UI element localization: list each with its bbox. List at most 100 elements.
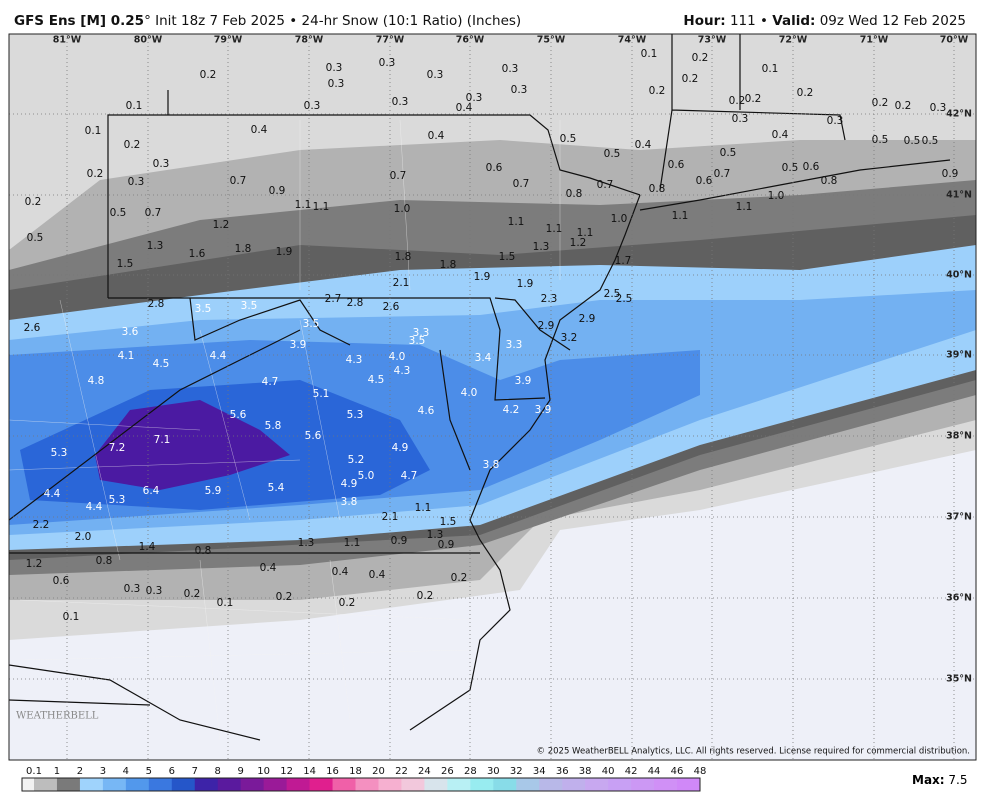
longitude-label: 75°W xyxy=(537,35,566,46)
colorbar-segment xyxy=(34,778,58,791)
snow-value: 0.5 xyxy=(782,162,799,174)
longitude-label: 74°W xyxy=(618,35,647,46)
header-right: Hour: 111 • Valid: 09z Wed 12 Feb 2025 xyxy=(683,13,966,29)
county-lines xyxy=(9,119,561,741)
snow-value: 3.8 xyxy=(341,496,358,508)
colorbar-tick-label: 34 xyxy=(533,766,546,777)
snow-value: 4.9 xyxy=(392,442,409,454)
snow-value: 1.1 xyxy=(313,201,330,213)
snow-value: 4.3 xyxy=(394,365,411,377)
snow-value: 0.5 xyxy=(110,207,127,219)
snow-value: 5.0 xyxy=(358,470,375,482)
snow-value: 4.7 xyxy=(262,376,279,388)
snow-value: 3.3 xyxy=(413,327,430,339)
snow-value: 0.3 xyxy=(326,62,343,74)
snow-value: 0.8 xyxy=(649,183,666,195)
snow-value: 0.3 xyxy=(427,69,444,81)
colorbar-segment xyxy=(493,778,517,791)
snow-value: 3.5 xyxy=(409,335,426,347)
snow-value: 0.1 xyxy=(85,125,102,137)
snow-value: 0.9 xyxy=(438,539,455,551)
longitude-label: 71°W xyxy=(860,35,889,46)
snow-value: 0.5 xyxy=(922,135,939,147)
snow-value: 4.4 xyxy=(44,488,61,500)
colorbar-tick-label: 28 xyxy=(464,766,477,777)
snow-value: 0.3 xyxy=(466,92,483,104)
snow-value: 0.7 xyxy=(145,207,162,219)
snow-value: 4.1 xyxy=(118,350,135,362)
colorbar-tick-label: 1 xyxy=(54,766,60,777)
latitude-label: 36°N xyxy=(946,593,972,604)
snow-value: 0.2 xyxy=(692,52,709,64)
longitude-label: 79°W xyxy=(214,35,243,46)
colorbar-segment xyxy=(263,778,288,791)
colorbar-segment xyxy=(424,778,448,791)
snow-value: 0.3 xyxy=(124,583,141,595)
colorbar-segment xyxy=(125,778,150,791)
colorbar-segment xyxy=(332,778,357,791)
snow-value: 0.5 xyxy=(720,147,737,159)
max-label: Max: xyxy=(912,773,945,787)
colorbar-tick-label: 40 xyxy=(602,766,615,777)
snow-value: 4.3 xyxy=(346,354,363,366)
snow-value: 0.2 xyxy=(200,69,217,81)
snow-value: 3.6 xyxy=(122,326,139,338)
snow-value: 5.2 xyxy=(348,454,365,466)
snow-value: 0.2 xyxy=(87,168,104,180)
snow-value: 0.2 xyxy=(797,87,814,99)
snow-value: 5.3 xyxy=(347,409,364,421)
colorbar-segment xyxy=(539,778,563,791)
snow-value: 4.5 xyxy=(153,358,170,370)
colorbar-tick-label: 42 xyxy=(625,766,638,777)
colorbar-segment xyxy=(22,778,34,791)
colorbar-segment xyxy=(585,778,609,791)
snow-value: 0.7 xyxy=(714,168,731,180)
snow-value: 4.0 xyxy=(461,387,478,399)
snow-value: 0.2 xyxy=(682,73,699,85)
latitude-label: 37°N xyxy=(946,512,972,523)
header-left: GFS Ens [M] 0.25° Init 18z 7 Feb 2025 • … xyxy=(14,13,521,29)
snow-value: 3.9 xyxy=(515,375,532,387)
snow-value: 7.1 xyxy=(154,434,171,446)
snow-value: 2.2 xyxy=(33,519,50,531)
snow-value: 0.2 xyxy=(184,588,201,600)
snow-value: 0.4 xyxy=(456,102,473,114)
snow-value: 1.8 xyxy=(235,243,252,255)
snow-value: 0.4 xyxy=(635,139,652,151)
latitude-label: 35°N xyxy=(946,674,972,685)
colorbar-segment xyxy=(654,778,678,791)
colorbar-tick-label: 16 xyxy=(326,766,339,777)
snow-value: 0.6 xyxy=(668,159,685,171)
colorbar-tick-label: 5 xyxy=(146,766,152,777)
snow-value: 1.5 xyxy=(499,251,516,263)
colorbar-tick-label: 24 xyxy=(418,766,431,777)
snow-value: 0.5 xyxy=(872,134,889,146)
snow-value: 2.8 xyxy=(148,298,165,310)
snow-value: 0.2 xyxy=(124,139,141,151)
snow-value: 1.1 xyxy=(672,210,689,222)
longitude-label: 76°W xyxy=(456,35,485,46)
snow-value: 0.5 xyxy=(904,135,921,147)
snow-value: 0.5 xyxy=(604,148,621,160)
snow-value: 0.4 xyxy=(251,124,268,136)
snow-value: 0.3 xyxy=(930,102,947,114)
colorbar-segment xyxy=(447,778,471,791)
valid: 09z Wed 12 Feb 2025 xyxy=(815,13,966,29)
snow-value: 0.2 xyxy=(339,597,356,609)
snow-value: 3.5 xyxy=(303,318,320,330)
colorbar-segment xyxy=(470,778,494,791)
snow-value: 3.8 xyxy=(483,459,500,471)
snow-value: 1.5 xyxy=(440,516,457,528)
snow-value: 5.6 xyxy=(305,430,322,442)
colorbar-tick-label: 22 xyxy=(395,766,408,777)
value-labels: 0.20.30.30.30.3 0.30.30.30.40.30.30.1 0.20… xyxy=(24,48,959,623)
snow-value: 3.9 xyxy=(290,339,307,351)
snow-value: 4.7 xyxy=(401,470,418,482)
snow-value: 0.9 xyxy=(942,168,959,180)
snow-value: 1.2 xyxy=(570,237,587,249)
snow-value: 0.3 xyxy=(502,63,519,75)
snow-value: 1.2 xyxy=(26,558,43,570)
snow-value: 1.9 xyxy=(517,278,534,290)
colorbar-segment xyxy=(677,778,701,791)
colorbar-segment xyxy=(401,778,425,791)
